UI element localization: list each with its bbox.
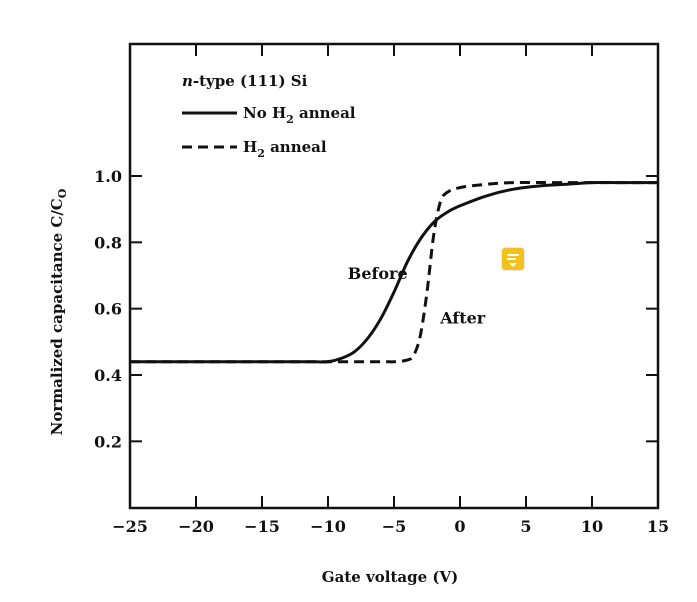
x-tick-label: −15 [244,517,280,536]
y-tick-label: 0.4 [94,366,122,385]
x-tick-label: 5 [520,517,531,536]
x-tick-label: −20 [178,517,214,536]
note-icon-tail [509,263,517,267]
y-tick-label: 0.8 [94,233,122,252]
x-tick-label: −25 [112,517,148,536]
annotation-after: After [439,309,486,328]
x-tick-label: 10 [581,517,603,536]
note-icon[interactable] [502,248,524,270]
legend-heading-italic: n [182,72,193,90]
x-tick-label: 0 [454,517,465,536]
y-tick-label: 0.2 [94,432,122,451]
x-tick-label: 15 [647,517,669,536]
x-tick-label: −5 [382,517,407,536]
y-tick-label: 0.6 [94,300,122,319]
y-axis-title: Normalized capacitance C/CO [48,188,69,435]
y-tick-label: 1.0 [94,167,122,186]
legend-entry-no-h2-anneal: No H2 anneal [243,104,356,126]
note-icon-line [507,254,519,256]
annotation-before: Before [348,264,408,283]
legend-heading-rest: -type (111) Si [193,72,308,90]
axis-tick-labels: −25 −20 −15 −10 −5 0 5 10 15 0.2 0.4 0.6 0.8 1.0 [94,167,669,536]
series-line-h2-anneal [130,181,658,364]
legend-heading: n-type (111) Si [182,72,308,90]
note-icon-line [507,258,516,260]
series-lines [130,181,658,364]
x-tick-label: −10 [310,517,346,536]
x-axis-title: Gate voltage (V) [322,568,458,586]
axis-ticks [129,44,659,508]
legend-entry-h2-anneal: H2 anneal [243,138,327,160]
legend: n-type (111) Si No H2 anneal H2 anneal [182,72,356,160]
